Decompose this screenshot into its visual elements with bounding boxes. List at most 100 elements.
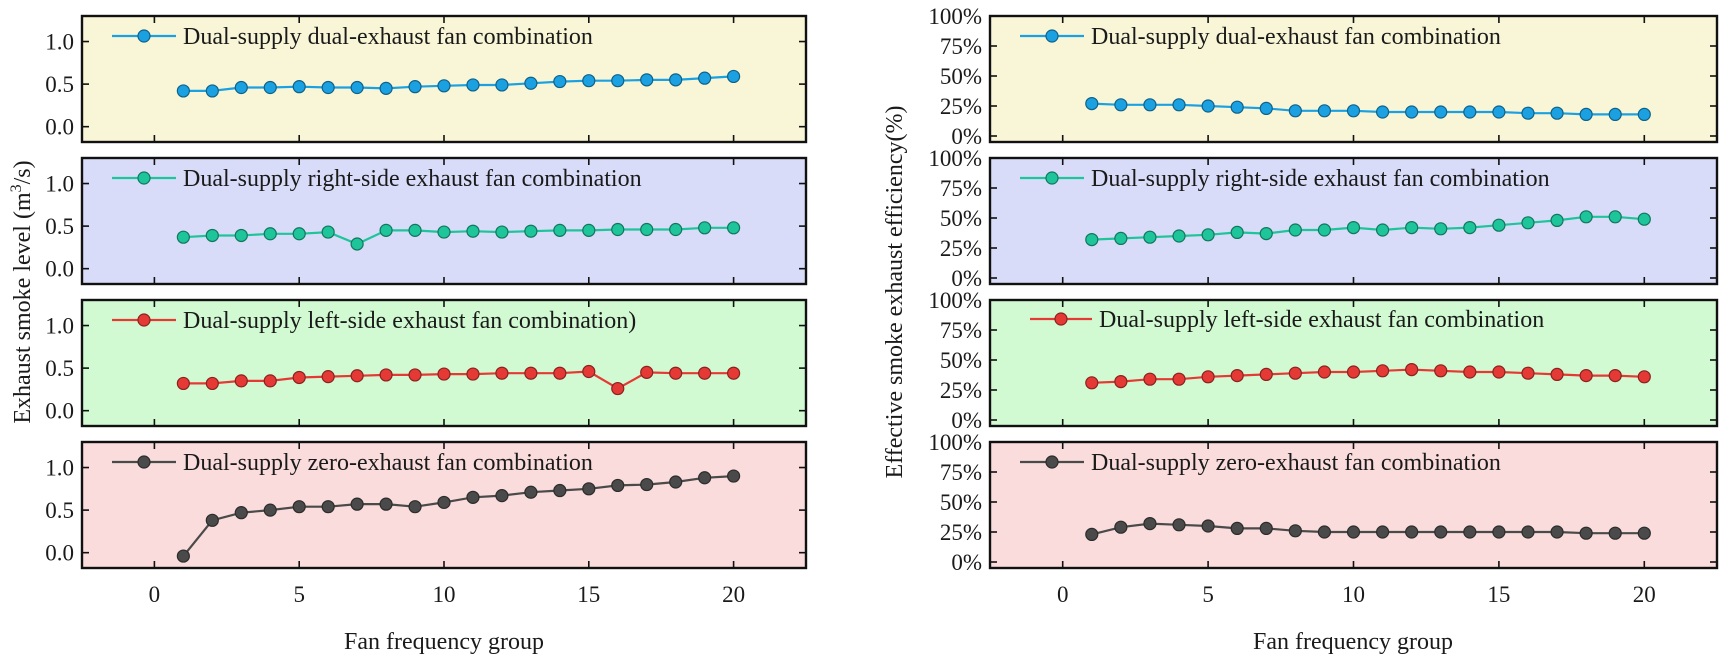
y-tick-label: 0.5: [45, 356, 74, 381]
legend-marker: [1045, 171, 1059, 185]
data-point: [263, 503, 277, 517]
data-point: [234, 374, 248, 388]
panel-background: [82, 158, 806, 284]
data-point: [1085, 233, 1099, 247]
panel-frame: [988, 14, 1719, 144]
data-point: [1579, 107, 1593, 122]
data-point: [1579, 210, 1593, 224]
data-point: [1492, 525, 1506, 539]
data-point: [321, 225, 335, 239]
data-point: [176, 549, 190, 563]
y-tick-label: 25%: [940, 378, 982, 403]
legend-label: Dual-supply left-side exhaust fan combin…: [183, 308, 636, 334]
panel-background: [990, 442, 1717, 568]
y-tick-label: 0%: [951, 550, 982, 575]
data-point: [1346, 104, 1361, 118]
data-point: [553, 223, 567, 237]
data-point: [524, 76, 538, 90]
data-point: [1608, 369, 1622, 383]
data-point: [640, 477, 654, 492]
data-point: [321, 370, 335, 384]
data-point: [553, 366, 567, 380]
data-point: [1201, 228, 1215, 242]
y-tick-label: 25%: [940, 94, 982, 119]
data-point: [1375, 364, 1390, 378]
panel-frame: [80, 156, 808, 286]
legend-marker: [137, 29, 151, 43]
y-tick-label: 75%: [940, 34, 982, 59]
legend-label: Dual-supply dual-exhaust fan combination: [183, 24, 593, 50]
panel-frame: [80, 14, 808, 144]
legend-marker: [1054, 312, 1068, 326]
y-tick-label: 50%: [940, 348, 982, 373]
data-point: [1608, 210, 1622, 224]
data-point: [1637, 212, 1651, 226]
y-tick-label: 0.5: [45, 498, 74, 523]
panel-1: 0% 25% 50% 75% 100% Dual-supply dual-exhaust …: [928, 4, 1719, 149]
data-point: [234, 80, 248, 95]
panel-background: [990, 16, 1717, 142]
data-point: [524, 485, 538, 499]
data-point: [1550, 106, 1564, 120]
data-point: [1172, 372, 1186, 386]
data-point: [176, 84, 190, 98]
data-point: [1492, 365, 1506, 379]
data-point: [1114, 98, 1128, 112]
y-tick-label: 25%: [940, 520, 982, 545]
panel-1: 0.0 0.5 1.0 Dual-supply dual-exhaust fan co…: [45, 14, 808, 144]
data-point: [1579, 369, 1593, 383]
data-point: [205, 228, 219, 243]
data-point: [466, 490, 480, 504]
legend-marker: [1045, 455, 1059, 469]
data-point: [1579, 526, 1593, 540]
data-point: [379, 368, 393, 382]
data-point: [408, 223, 422, 237]
x-tick-label: 20: [722, 582, 745, 607]
data-point: [205, 376, 219, 391]
panel-2: 0% 25% 50% 75% 100% Dual-supply right-side ex…: [928, 146, 1719, 291]
data-point: [1288, 104, 1302, 118]
data-point: [292, 227, 306, 241]
data-point: [292, 500, 306, 514]
data-point: [1085, 376, 1099, 390]
y-tick-label: 0.0: [45, 257, 74, 282]
legend-marker: [1045, 29, 1059, 43]
data-point: [176, 230, 190, 244]
data-point: [669, 222, 683, 237]
data-point: [1317, 223, 1332, 237]
data-point: [1346, 365, 1361, 379]
data-point: [1172, 518, 1186, 532]
data-point: [726, 69, 741, 84]
data-point: [1085, 527, 1099, 542]
data-point: [1550, 367, 1564, 381]
y-tick-label: 75%: [940, 318, 982, 343]
data-point: [495, 489, 509, 503]
y-tick-label: 0.0: [45, 541, 74, 566]
data-point: [1608, 526, 1622, 540]
x-tick-label: 0: [149, 582, 161, 607]
data-point: [1434, 525, 1448, 539]
data-point: [350, 369, 364, 383]
y-tick-label: 75%: [940, 460, 982, 485]
x-tick-label: 10: [1342, 582, 1365, 607]
data-point: [1201, 519, 1215, 533]
panel-3: 0.0 0.5 1.0 Dual-supply left-side exhaust f…: [45, 298, 808, 428]
y-tick-label: 0.5: [45, 72, 74, 97]
data-point: [1463, 525, 1477, 539]
data-point: [437, 367, 451, 381]
data-point: [524, 366, 538, 380]
data-point: [1317, 525, 1332, 539]
data-point: [408, 500, 422, 514]
data-point: [437, 225, 451, 239]
data-point: [669, 366, 683, 380]
legend-label: Dual-supply right-side exhaust fan combi…: [1091, 166, 1550, 192]
data-point: [1521, 216, 1535, 230]
y-tick-label: 100%: [928, 146, 982, 171]
data-point: [669, 475, 683, 489]
data-point: [611, 478, 625, 493]
data-point: [582, 364, 596, 379]
data-point: [292, 80, 306, 94]
data-point: [350, 237, 364, 251]
data-point: [1230, 521, 1244, 536]
